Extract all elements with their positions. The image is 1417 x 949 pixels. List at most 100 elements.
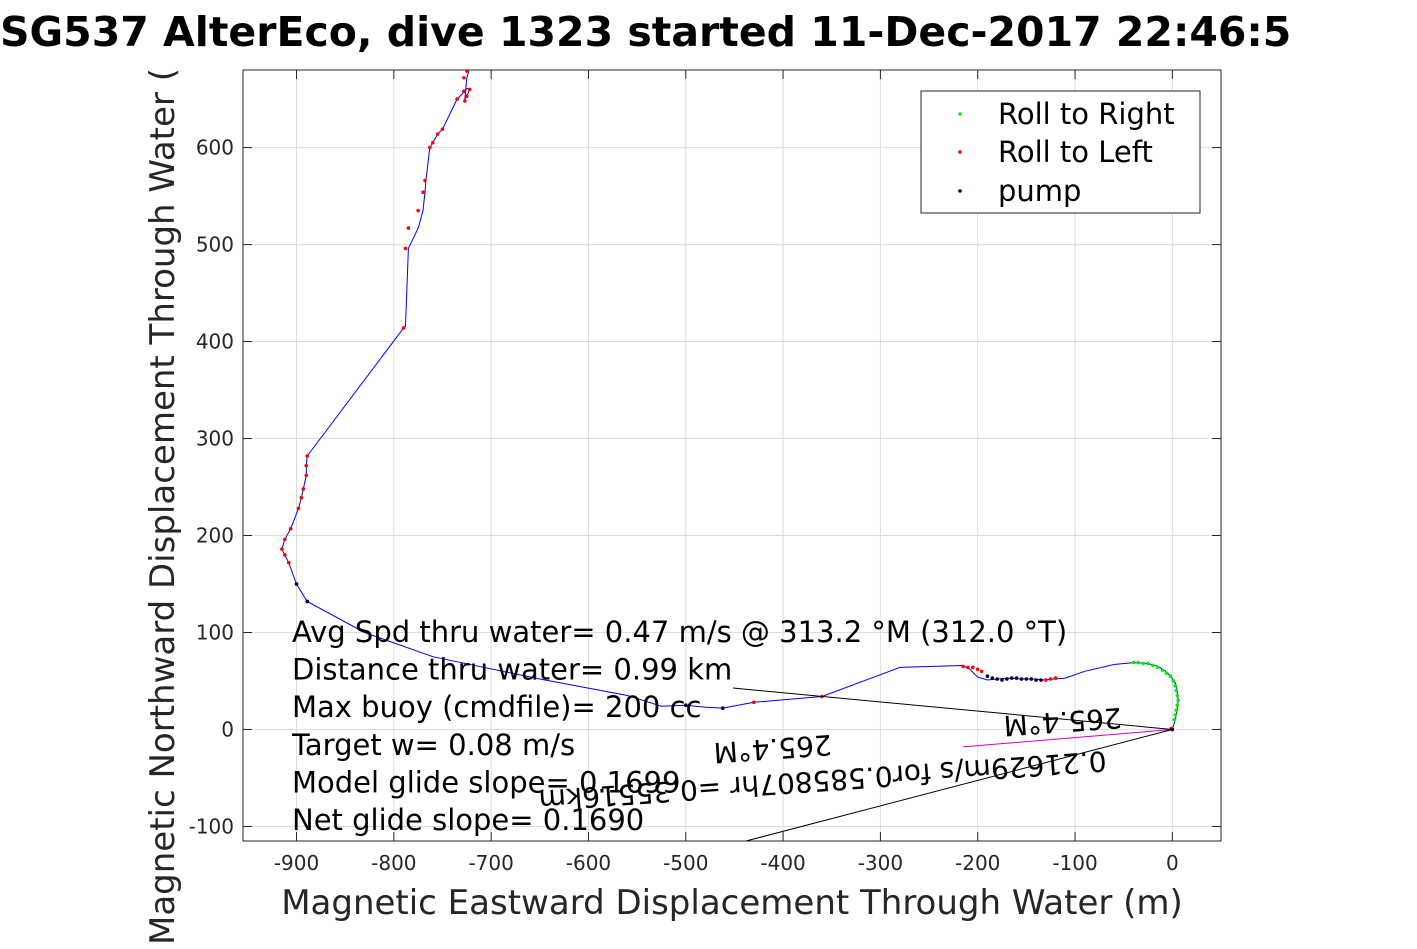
- roll-left-point: [416, 208, 420, 213]
- roll-left-point: [440, 127, 445, 131]
- roll-right-point: [1160, 668, 1165, 673]
- pump-point: [294, 582, 299, 586]
- y-axis-label: Magnetic Northward Displacement Through …: [143, 68, 183, 945]
- roll-left-point: [971, 665, 975, 670]
- roll-left-point: [304, 463, 309, 468]
- pump-point: [995, 677, 999, 681]
- roll-left-point: [423, 178, 427, 183]
- y-tick-label: 500: [196, 233, 234, 257]
- roll-right-point: [1176, 698, 1180, 703]
- roll-left-point: [401, 326, 406, 330]
- legend-label-pump: pump: [998, 174, 1081, 208]
- y-tick-label: 0: [221, 717, 234, 741]
- roll-left-point: [280, 547, 284, 551]
- pump-point: [305, 599, 310, 604]
- roll-left-point: [428, 145, 432, 150]
- y-tick-label: 600: [196, 136, 234, 160]
- heading-line-upper: [732, 687, 1173, 730]
- roll-left-point: [283, 553, 287, 557]
- roll-left-point: [286, 560, 291, 565]
- roll-left-point: [455, 97, 459, 101]
- x-tick-label: -400: [760, 851, 805, 875]
- roll-right-point: [1174, 688, 1179, 693]
- stats-line: Target w= 0.08 m/s: [291, 728, 575, 762]
- roll-right-point: [1173, 684, 1178, 688]
- x-tick-label: 0: [1166, 851, 1179, 875]
- roll-left-point: [465, 94, 469, 98]
- current-heading-text-left: 265.4°M: [712, 728, 832, 769]
- roll-left-point: [467, 87, 472, 92]
- roll-left-point: [403, 246, 408, 251]
- roll-left-point: [301, 487, 306, 491]
- roll-left-point: [1048, 677, 1053, 681]
- plot-frame: [242, 69, 1222, 842]
- pump-point: [1034, 678, 1038, 682]
- current-vector-line: [963, 728, 1173, 748]
- legend: Roll to Right Roll to Left pump: [920, 90, 1201, 214]
- roll-left-point: [1053, 676, 1058, 680]
- roll-right-point: [1136, 660, 1141, 665]
- x-tick-label: -100: [1052, 851, 1097, 875]
- pump-point: [1029, 677, 1034, 681]
- roll-right-point: [1151, 663, 1155, 668]
- roll-right-point: [1164, 671, 1169, 676]
- roll-left-point: [966, 665, 970, 670]
- grid-layer: [243, 70, 1221, 841]
- pump-point: [1024, 677, 1029, 681]
- roll-left-point: [979, 669, 984, 674]
- y-tick-label: 200: [196, 524, 234, 548]
- x-tick-label: -500: [663, 851, 708, 875]
- x-tick-label: -300: [858, 851, 903, 875]
- stats-line: Model glide slope= 0.1699: [292, 765, 680, 799]
- roll-right-point: [1173, 713, 1178, 717]
- roll-right-point: [1146, 661, 1150, 666]
- roll-left-point: [752, 700, 756, 705]
- x-tick-label: -200: [955, 851, 1000, 875]
- roll-left-point: [975, 667, 980, 672]
- y-tick-label: -100: [189, 814, 234, 838]
- roll-left-point: [463, 99, 467, 103]
- roll-left-point: [465, 69, 469, 73]
- pump-point: [1039, 678, 1043, 682]
- pump-point: [1005, 677, 1009, 681]
- roll-right-point: [1168, 674, 1173, 678]
- roll-left-point: [462, 75, 466, 80]
- roll-left-point: [462, 89, 466, 94]
- chart-title: SG537 AlterEco, dive 1323 started 11-Dec…: [0, 8, 1291, 56]
- roll-left-point: [421, 190, 425, 194]
- y-tick-label: 400: [196, 330, 234, 354]
- stats-line: Distance thru water= 0.99 km: [292, 653, 732, 687]
- heading-line-lower: [745, 728, 1173, 842]
- roll-left-point: [296, 506, 301, 511]
- x-tick-label: -700: [468, 851, 513, 875]
- x-tick-label: -600: [566, 851, 611, 875]
- series-layer: [280, 69, 1180, 748]
- roll-left-point: [283, 537, 287, 542]
- x-tick-label: -800: [371, 851, 416, 875]
- pump-point: [683, 703, 688, 708]
- roll-left-point: [305, 454, 310, 458]
- legend-marker-roll-left: [958, 150, 962, 154]
- roll-left-point: [299, 495, 304, 500]
- roll-left-point: [435, 132, 440, 136]
- current-heading-text-right: 265.4°M: [1002, 701, 1122, 742]
- pump-point: [1009, 676, 1014, 680]
- roll-left-point: [430, 140, 435, 145]
- roll-left-point: [1044, 678, 1048, 682]
- roll-left-point: [288, 526, 293, 531]
- x-tick-label: -900: [274, 851, 319, 875]
- x-axis-label: Magnetic Eastward Displacement Through W…: [281, 883, 1183, 923]
- pump-point: [1019, 677, 1024, 681]
- roll-right-point: [1174, 708, 1179, 712]
- pump-point: [985, 674, 990, 678]
- stats-line: Net glide slope= 0.1690: [292, 803, 644, 837]
- legend-box: [920, 90, 1201, 214]
- pump-point: [1000, 678, 1004, 682]
- stats-line: Max buoy (cmdfile)= 200 cc: [292, 690, 701, 724]
- stats-text-box: Avg Spd thru water= 0.47 m/s @ 313.2 °M …: [291, 615, 1067, 837]
- roll-right-point: [1141, 661, 1145, 666]
- y-tick-label: 300: [196, 427, 234, 451]
- roll-right-point: [1175, 693, 1180, 698]
- roll-right-point: [1172, 717, 1177, 722]
